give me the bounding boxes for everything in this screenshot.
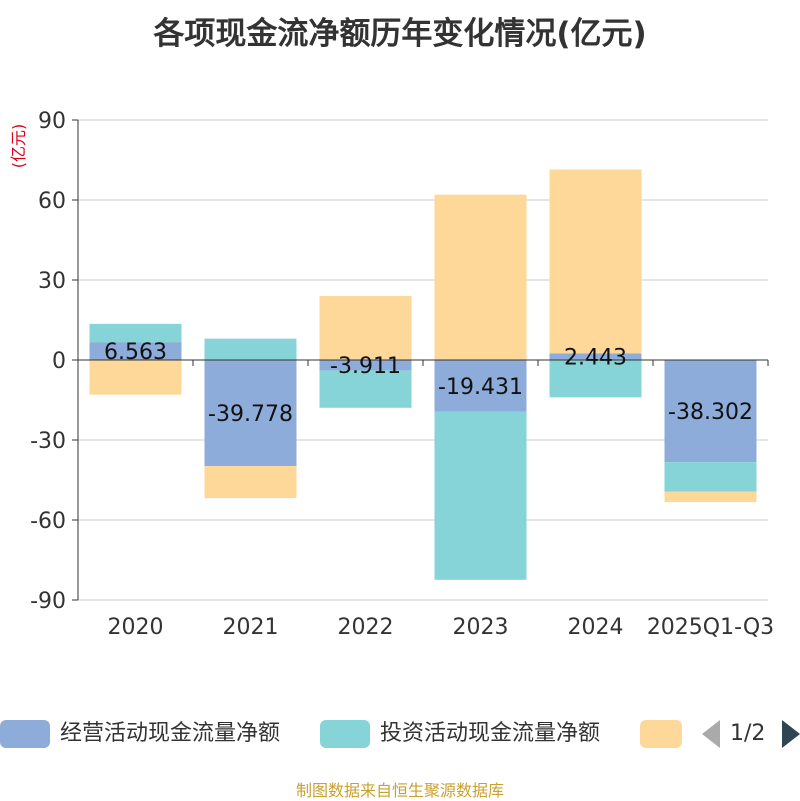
x-tick-label-2025Q1-Q3: 2025Q1-Q3 (647, 615, 774, 640)
data-label-2025Q1-Q3: -38.302 (668, 400, 753, 425)
y-tick-label: 60 (38, 189, 66, 214)
y-tick-label: -60 (30, 509, 66, 534)
chart-canvas: 90 60 30 0 -30 -60 -90 (亿元) 2020 2021 2022 2023 2024… (9, 109, 774, 640)
x-tick-label-2021: 2021 (223, 615, 279, 640)
legend-next-icon[interactable] (782, 720, 800, 748)
legend-item-financing[interactable] (640, 720, 682, 748)
legend-prev-icon[interactable] (702, 720, 720, 748)
bar-operating-2023 (434, 360, 527, 412)
y-tick-label: -30 (30, 429, 66, 454)
legend-label-operating: 经营活动现金流量净额 (60, 721, 281, 746)
bar-operating-2024 (549, 353, 642, 360)
y-tick-label: -90 (30, 589, 66, 614)
x-tick-label-2020: 2020 (108, 615, 164, 640)
y-tick-label: 30 (38, 269, 66, 294)
bar-financing-2022 (319, 296, 412, 360)
data-label-2022: -3.911 (330, 354, 401, 379)
legend-pager: 1/2 (700, 720, 800, 748)
bar-financing-2025Q1-Q3 (664, 491, 757, 503)
bar-investing-2023 (434, 411, 527, 580)
bar-operating-2020 (89, 342, 182, 360)
legend-page-indicator: 1/2 (730, 721, 766, 746)
x-tick-label-2024: 2024 (568, 615, 624, 640)
bar-investing-2021 (204, 338, 297, 360)
bar-investing-2022 (319, 370, 412, 408)
bar-financing-2021 (204, 466, 297, 499)
legend-swatch-operating (0, 720, 50, 748)
x-tick-label-2022: 2022 (338, 615, 394, 640)
bar-financing-2020 (89, 360, 182, 395)
x-tick-label-2023: 2023 (453, 615, 509, 640)
y-tick-label: 0 (52, 349, 66, 374)
data-label-2021: -39.778 (208, 402, 293, 427)
source-note: 制图数据来自恒生聚源数据库 (295, 781, 504, 800)
bar-investing-2020 (89, 323, 182, 343)
bar-operating-2025Q1-Q3 (664, 360, 757, 463)
bar-financing-2024 (549, 169, 642, 354)
bar-financing-2023 (434, 194, 527, 360)
legend-label-investing: 投资活动现金流量净额 (380, 721, 601, 746)
data-label-2020: 6.563 (104, 340, 167, 365)
bar-investing-2024 (549, 360, 642, 398)
y-axis-unit: (亿元) (9, 124, 28, 169)
bar-investing-2025Q1-Q3 (664, 462, 757, 492)
legend-swatch-investing (320, 720, 370, 748)
data-label-2024: 2.443 (564, 346, 627, 371)
bar-operating-2021 (204, 360, 297, 467)
legend-swatch-financing (640, 720, 682, 748)
bar-operating-2022 (319, 360, 412, 371)
data-label-2023: -19.431 (438, 375, 523, 400)
legend: 经营活动现金流量净额 投资活动现金流量净额 1/2 (0, 712, 800, 756)
y-tick-label: 90 (38, 109, 66, 134)
chart-title: 各项现金流净额历年变化情况(亿元) (153, 16, 647, 52)
